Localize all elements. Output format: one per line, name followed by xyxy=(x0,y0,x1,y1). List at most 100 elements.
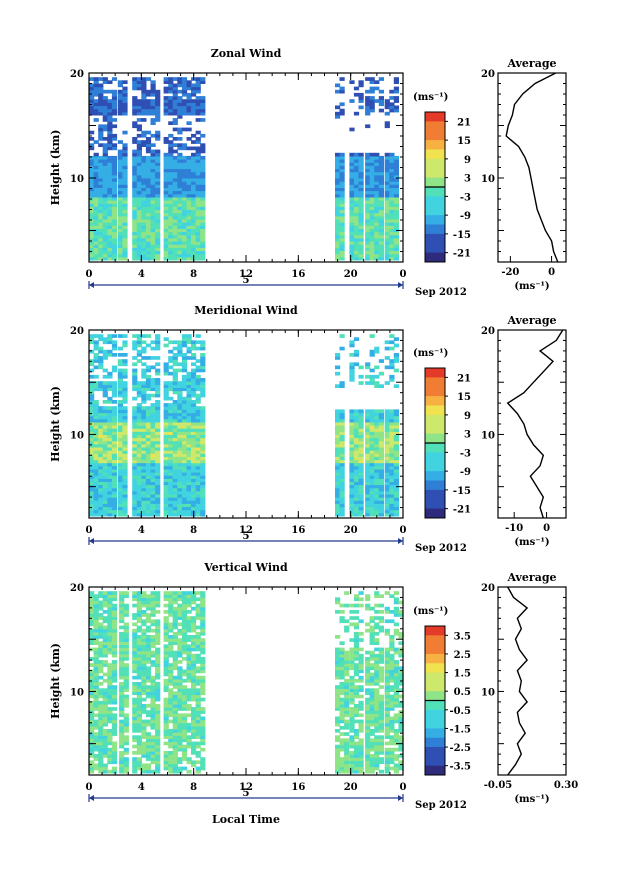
heatmap-cell xyxy=(111,253,118,258)
heatmap-cell xyxy=(145,137,152,141)
heatmap-cell xyxy=(117,152,123,157)
heatmap-cell xyxy=(93,725,99,730)
heatmap-cell xyxy=(168,215,174,220)
heatmap-cell xyxy=(89,203,95,207)
heatmap-cell xyxy=(349,663,355,667)
heatmap-cell xyxy=(177,672,183,677)
heatmap-cell xyxy=(122,178,128,182)
heatmap-cell xyxy=(200,606,206,611)
heatmap-cell xyxy=(389,162,395,166)
heatmap-cell xyxy=(163,716,169,721)
heatmap-cell xyxy=(122,353,128,357)
heatmap-cell xyxy=(177,713,183,718)
heatmap-cell xyxy=(374,346,380,351)
heatmap-cell xyxy=(122,393,128,398)
heatmap-cell xyxy=(378,425,384,429)
heatmap-cell xyxy=(358,704,364,708)
heatmap-cell xyxy=(150,356,156,360)
heatmap-cell xyxy=(378,494,384,498)
heatmap-cell xyxy=(102,628,108,633)
heatmap-cell xyxy=(186,178,192,182)
heatmap-cell xyxy=(107,672,113,677)
heatmap-cell xyxy=(150,594,156,598)
heatmap-cell xyxy=(358,212,364,217)
heatmap-cell xyxy=(172,190,178,195)
heatmap-cell xyxy=(102,159,108,163)
heatmap-cell xyxy=(89,738,95,743)
heatmap-cell xyxy=(98,447,104,451)
heatmap-cell xyxy=(177,735,183,739)
heatmap-cell xyxy=(349,475,355,479)
heatmap-cell xyxy=(102,691,108,696)
heatmap-cell xyxy=(358,468,364,473)
heatmap-cell xyxy=(369,487,375,492)
heatmap-cell xyxy=(393,343,399,348)
colorbar-swatch xyxy=(425,480,445,491)
heatmap-cell xyxy=(172,241,178,245)
heatmap-cell xyxy=(353,622,360,627)
heatmap-cell xyxy=(117,171,123,176)
heatmap-cell xyxy=(177,506,183,511)
heatmap-cell xyxy=(136,663,142,667)
heatmap-cell xyxy=(186,250,192,255)
heatmap-cell xyxy=(181,719,188,724)
heatmap-cell xyxy=(358,638,364,642)
heatmap-cell xyxy=(93,234,99,239)
heatmap-cell xyxy=(191,685,197,689)
heatmap-cell xyxy=(186,96,192,100)
heatmap-cell xyxy=(349,434,355,439)
heatmap-cell xyxy=(358,231,364,236)
heatmap-cell xyxy=(200,203,206,207)
colorbar-swatch xyxy=(425,140,445,150)
heatmap-cell xyxy=(107,437,113,442)
heatmap-cell xyxy=(177,741,183,746)
heatmap-cell xyxy=(195,456,201,461)
heatmap-cell xyxy=(163,610,169,614)
heatmap-cell xyxy=(93,353,99,357)
heatmap-cell xyxy=(107,143,113,147)
heatmap-cell xyxy=(107,334,113,338)
heatmap-cell xyxy=(122,152,128,157)
heatmap-cell xyxy=(136,393,142,398)
heatmap-cell xyxy=(155,625,161,630)
heatmap-cell xyxy=(111,707,118,711)
heatmap-cell xyxy=(186,102,192,107)
heatmap-cell xyxy=(155,462,161,467)
heatmap-cell xyxy=(107,675,113,680)
heatmap-cell xyxy=(389,196,395,201)
heatmap-cell xyxy=(102,349,108,354)
heatmap-cell xyxy=(122,86,128,91)
colorbar-swatch xyxy=(425,443,445,453)
heatmap-cell xyxy=(191,418,197,423)
heatmap-cell xyxy=(200,610,206,614)
heatmap-cell xyxy=(98,738,104,743)
heatmap-cell xyxy=(155,603,161,608)
heatmap-cell xyxy=(89,456,95,461)
heatmap-cell xyxy=(358,165,364,170)
x-tick-label: 0 xyxy=(400,269,407,280)
heatmap-cell xyxy=(181,669,188,674)
heatmap-cell xyxy=(200,481,206,486)
heatmap-cell xyxy=(141,159,147,163)
heatmap-cell xyxy=(393,468,399,473)
heatmap-cell xyxy=(186,184,192,188)
heatmap-cell xyxy=(365,669,371,674)
heatmap-cell xyxy=(186,688,192,692)
colorbar-tick-label: 15 xyxy=(457,392,471,403)
heatmap-cell xyxy=(155,735,161,739)
heatmap-cell xyxy=(393,353,399,357)
heatmap-cell xyxy=(384,425,390,429)
heatmap-cell xyxy=(111,133,118,138)
heatmap-cell xyxy=(122,130,128,135)
heatmap-cell xyxy=(119,700,125,705)
heatmap-cell xyxy=(339,412,345,417)
heatmap-cell xyxy=(98,600,104,605)
heatmap-cell xyxy=(365,77,371,81)
heatmap-cell xyxy=(378,241,384,245)
heatmap-cell xyxy=(136,349,142,354)
heatmap-cell xyxy=(136,434,142,439)
heatmap-cell xyxy=(365,691,371,696)
heatmap-cell xyxy=(98,437,104,442)
heatmap-cell xyxy=(111,434,118,439)
heatmap-cell xyxy=(369,77,375,81)
